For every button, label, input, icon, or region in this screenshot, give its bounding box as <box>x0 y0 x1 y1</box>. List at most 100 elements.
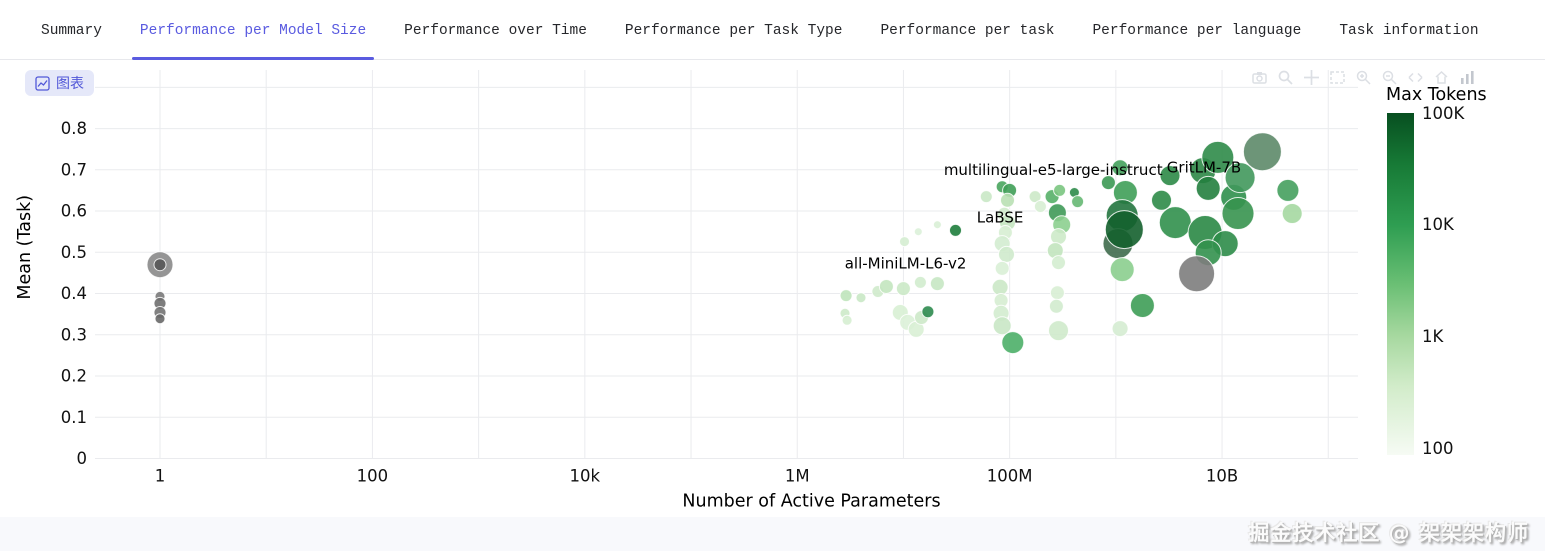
data-point[interactable] <box>153 258 167 272</box>
pan-icon[interactable] <box>1302 68 1321 87</box>
reset-axes-icon[interactable] <box>1432 68 1451 87</box>
data-point[interactable] <box>1224 162 1256 194</box>
data-point[interactable] <box>1111 159 1129 177</box>
svg-text:100M: 100M <box>987 467 1033 486</box>
x-axis-ticks: 1 100 10k 1M 100M 10B <box>155 467 1238 486</box>
data-point[interactable] <box>1281 203 1303 224</box>
data-point[interactable] <box>1104 210 1144 250</box>
data-point[interactable] <box>1111 320 1129 338</box>
plotly-logo-icon[interactable] <box>1458 68 1477 87</box>
point-label: all-MiniLM-L6-v2 <box>845 254 967 272</box>
svg-text:0.6: 0.6 <box>61 202 87 221</box>
data-point[interactable] <box>1178 255 1216 293</box>
data-point[interactable] <box>878 279 894 294</box>
data-point[interactable] <box>1033 200 1047 213</box>
data-point[interactable] <box>899 236 910 248</box>
data-point[interactable] <box>1151 189 1172 211</box>
colorbar-gradient <box>1387 113 1414 455</box>
svg-text:10k: 10k <box>570 467 601 486</box>
data-point[interactable] <box>913 275 927 289</box>
svg-text:0.7: 0.7 <box>61 160 87 179</box>
svg-text:0.2: 0.2 <box>61 367 87 386</box>
data-point[interactable] <box>1221 197 1255 230</box>
data-point[interactable] <box>841 314 853 326</box>
y-axis-title: Mean (Task) <box>15 195 35 300</box>
data-point[interactable] <box>1109 257 1135 283</box>
tab-performance-per-task-type[interactable]: Performance per Task Type <box>624 23 843 39</box>
data-point[interactable] <box>1053 183 1067 197</box>
y-axis-ticks: 0 0.1 0.2 0.3 0.4 0.5 0.6 0.7 0.8 <box>61 119 87 468</box>
data-point[interactable] <box>932 220 942 230</box>
svg-text:0.4: 0.4 <box>61 284 87 303</box>
data-point[interactable] <box>1158 206 1192 240</box>
zoom-icon[interactable] <box>1276 68 1295 87</box>
svg-text:0: 0 <box>77 449 88 468</box>
svg-text:0.5: 0.5 <box>61 243 87 262</box>
tab-performance-per-model-size[interactable]: Performance per Model Size <box>131 23 375 60</box>
autoscale-icon[interactable] <box>1406 68 1425 87</box>
tab-performance-over-time[interactable]: Performance over Time <box>404 23 587 39</box>
tab-performance-per-task[interactable]: Performance per task <box>880 23 1055 39</box>
data-point[interactable] <box>1050 228 1067 246</box>
chart-type-button[interactable]: 图表 <box>25 70 94 96</box>
zoom-out-icon[interactable] <box>1380 68 1399 87</box>
camera-icon[interactable] <box>1250 68 1269 87</box>
data-point[interactable] <box>992 316 1012 336</box>
colorbar-ticks: 100K 10K 1K 100 <box>1422 104 1465 458</box>
data-point[interactable] <box>1195 175 1221 201</box>
svg-text:100: 100 <box>357 467 389 486</box>
data-point[interactable] <box>1129 293 1155 318</box>
point-labels: multilingual-e5-large-instruct GritLM-7B L… <box>845 159 1241 273</box>
point-label: multilingual-e5-large-instruct <box>944 161 1163 179</box>
svg-text:10B: 10B <box>1206 467 1238 486</box>
svg-text:1M: 1M <box>785 467 810 486</box>
data-point[interactable] <box>895 281 911 297</box>
x-axis-title: Number of Active Parameters <box>682 492 940 512</box>
box-select-icon[interactable] <box>1328 68 1347 87</box>
tab-performance-per-language[interactable]: Performance per language <box>1092 23 1302 39</box>
data-point[interactable] <box>1001 331 1025 355</box>
chart-type-button-label: 图表 <box>56 76 84 92</box>
data-point[interactable] <box>1276 178 1300 202</box>
data-point[interactable] <box>855 292 867 304</box>
svg-text:0.1: 0.1 <box>61 408 87 427</box>
data-point[interactable] <box>839 289 853 303</box>
data-point[interactable] <box>998 245 1015 263</box>
bubble-scatter-chart[interactable]: multilingual-e5-large-instruct GritLM-7B L… <box>0 62 1545 517</box>
svg-text:100K: 100K <box>1422 104 1465 123</box>
data-point[interactable] <box>994 260 1010 276</box>
data-point[interactable] <box>1242 132 1282 172</box>
zoom-in-icon[interactable] <box>1354 68 1373 87</box>
data-point[interactable] <box>1201 140 1235 174</box>
data-point[interactable] <box>979 190 993 204</box>
line-chart-icon <box>35 75 50 91</box>
data-point[interactable] <box>949 223 962 237</box>
svg-text:1K: 1K <box>1422 327 1444 346</box>
data-point[interactable] <box>1048 320 1069 342</box>
tab-task-information[interactable]: Task information <box>1339 23 1479 39</box>
watermark-text: 掘金技术社区 @ 架架架构师 <box>1248 521 1529 545</box>
data-point[interactable] <box>1100 175 1116 191</box>
tab-bar: Summary Performance per Model Size Perform… <box>0 0 1545 60</box>
svg-text:0.3: 0.3 <box>61 325 87 344</box>
data-point[interactable] <box>1071 195 1085 209</box>
data-point[interactable] <box>1049 285 1065 301</box>
data-point[interactable] <box>913 227 923 237</box>
svg-text:10K: 10K <box>1422 215 1455 234</box>
data-point[interactable] <box>1000 192 1015 208</box>
data-points <box>146 132 1303 355</box>
tab-summary[interactable]: Summary <box>41 23 102 39</box>
data-point[interactable] <box>1051 255 1066 271</box>
data-point[interactable] <box>1048 298 1064 314</box>
plotly-modebar <box>1250 68 1477 87</box>
colorbar-title: Max Tokens <box>1386 85 1487 105</box>
svg-text:100: 100 <box>1422 439 1454 458</box>
point-label: LaBSE <box>977 209 1024 227</box>
data-point[interactable] <box>921 305 935 319</box>
data-point[interactable] <box>154 313 166 325</box>
data-point[interactable] <box>1028 190 1042 204</box>
data-point[interactable] <box>991 278 1009 296</box>
data-point[interactable] <box>929 276 945 292</box>
data-point[interactable] <box>1159 165 1181 187</box>
